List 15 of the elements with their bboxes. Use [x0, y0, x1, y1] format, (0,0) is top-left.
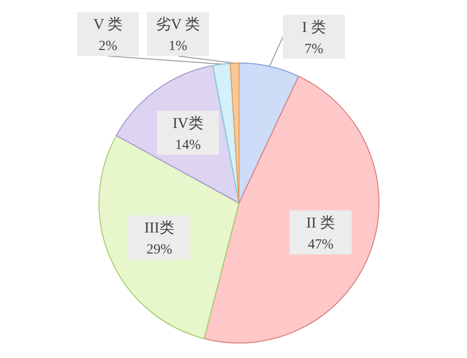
data-label: 29% — [146, 242, 173, 258]
slice-label: V 类 — [93, 16, 123, 33]
pie-slice — [212, 62, 240, 204]
slice-label: 劣V 类 — [156, 16, 200, 33]
data-label: 1% — [168, 39, 188, 54]
data-label: 2% — [98, 39, 118, 54]
slice-label: I 类 — [302, 18, 326, 36]
slice-label: II 类 — [306, 214, 336, 232]
data-label: 14% — [175, 138, 202, 153]
data-label: 7% — [304, 42, 324, 57]
pie-slice — [230, 62, 240, 204]
slice-label: IV类 — [172, 114, 204, 132]
slice-label: III类 — [144, 219, 174, 236]
pie-slice — [204, 76, 380, 344]
data-label: 47% — [308, 237, 334, 252]
